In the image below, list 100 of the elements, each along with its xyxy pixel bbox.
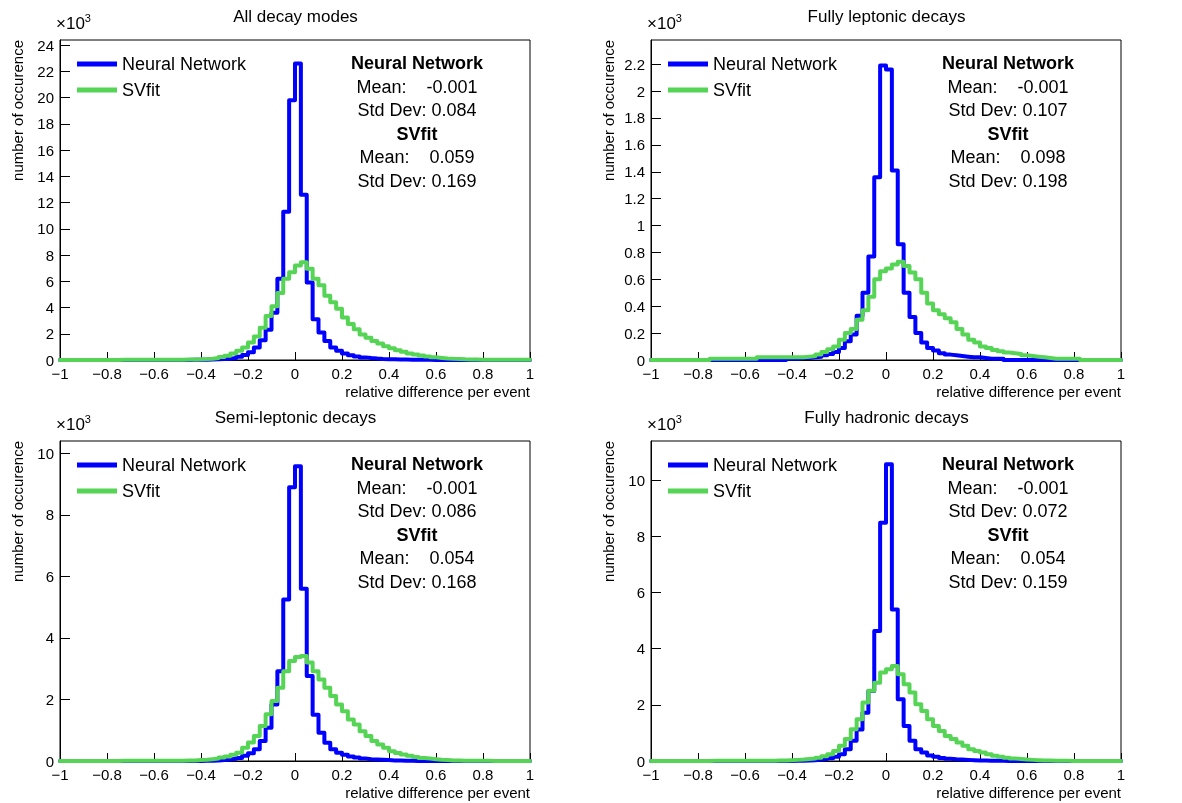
y-tick-label: 6 — [45, 567, 54, 585]
y-tick-label: 0.8 — [624, 243, 645, 261]
x-tick-label: −0.8 — [683, 365, 713, 382]
x-tick-label: −1 — [51, 365, 69, 382]
x-tick-label: 0 — [881, 365, 891, 382]
annotation: Std Dev: 0.159 — [948, 571, 1068, 592]
legend-label: Neural Network — [122, 54, 248, 74]
y-tick-label: 12 — [37, 194, 54, 212]
y-tick-label: 1 — [636, 217, 645, 235]
x-tick-label: 0.2 — [922, 365, 944, 382]
y-tick-label: 14 — [37, 167, 54, 185]
annotation: Std Dev: 0.169 — [357, 170, 477, 191]
x-tick-label: 0 — [881, 766, 891, 783]
x-tick-label: −1 — [51, 766, 69, 783]
annotation: Neural Network — [350, 454, 484, 474]
x-tick-label: 0.8 — [472, 365, 494, 382]
x-tick-label: 1 — [525, 766, 535, 783]
x-axis-title: relative difference per event — [345, 383, 531, 400]
y-tick-label: 1.2 — [624, 190, 645, 208]
x-axis-title: relative difference per event — [936, 784, 1122, 801]
x-tick-label: 0.2 — [331, 766, 353, 783]
x-tick-label: −0.8 — [92, 766, 122, 783]
annotation: Mean: 0.098 — [950, 147, 1066, 167]
chart-title: All decay modes — [233, 7, 358, 26]
x-tick-label: −0.6 — [139, 365, 169, 382]
y-tick-label: 1.8 — [624, 109, 645, 127]
annotation: SVfit — [396, 524, 438, 545]
annotation: Neural Network — [941, 53, 1075, 73]
y-tick-label: 6 — [45, 272, 54, 290]
x-tick-label: 0.2 — [331, 365, 353, 382]
chart-title: Fully leptonic decays — [807, 7, 966, 26]
y-tick-label: 2 — [636, 696, 645, 714]
y-tick-label: 0 — [636, 752, 645, 770]
annotation: Mean: -0.001 — [947, 477, 1069, 498]
x-tick-label: −0.6 — [139, 766, 169, 783]
annotation: Mean: 0.054 — [359, 548, 475, 568]
y-tick-label: 18 — [37, 115, 54, 133]
x-tick-label: −0.6 — [730, 365, 760, 382]
x-tick-label: 1 — [1116, 766, 1126, 783]
y-tick-label: 10 — [37, 220, 54, 238]
annotation: Std Dev: 0.086 — [357, 501, 477, 521]
annotation: Std Dev: 0.084 — [357, 100, 477, 120]
y-tick-label: 2 — [45, 690, 54, 708]
x-tick-label: 0.6 — [1016, 766, 1038, 783]
chart-title: Fully hadronic decays — [804, 408, 969, 427]
x-tick-label: −0.2 — [824, 766, 854, 783]
legend-label: Neural Network — [713, 54, 839, 74]
y-tick-label: 4 — [45, 299, 54, 317]
legend-label: Neural Network — [122, 455, 248, 475]
legend-label: SVfit — [713, 80, 752, 100]
x-tick-label: 0.4 — [378, 766, 400, 783]
annotation: Std Dev: 0.198 — [948, 170, 1068, 191]
y-tick-label: 2.2 — [624, 55, 645, 73]
x-tick-label: 0 — [290, 365, 300, 382]
annotation: Mean: 0.054 — [950, 548, 1066, 568]
y-tick-label: 0.4 — [624, 297, 645, 315]
annotation: SVfit — [396, 123, 438, 144]
y-tick-label: 10 — [628, 471, 645, 489]
y-axis-title: number of occurence — [9, 441, 26, 582]
y-tick-label: 1.6 — [624, 136, 645, 154]
y-tick-label: 6 — [636, 584, 645, 602]
y-tick-label: 10 — [37, 444, 54, 462]
y-tick-label: 0 — [636, 351, 645, 369]
annotation: SVfit — [987, 123, 1029, 144]
x-tick-label: 1 — [1116, 365, 1126, 382]
x-tick-label: −0.8 — [683, 766, 713, 783]
x-tick-label: 0.8 — [1063, 766, 1085, 783]
annotation: Mean: 0.059 — [359, 147, 475, 167]
y-tick-label: 8 — [636, 527, 645, 545]
y-tick-label: 20 — [37, 89, 54, 107]
annotation: Std Dev: 0.168 — [357, 571, 477, 592]
y-tick-label: 22 — [37, 62, 54, 80]
x-tick-label: 1 — [525, 365, 535, 382]
y-tick-label: 2 — [45, 325, 54, 343]
text: ×10$^{3}$ — [56, 413, 91, 435]
y-tick-label: 4 — [636, 640, 645, 658]
annotation: Mean: -0.001 — [947, 76, 1069, 97]
legend-label: SVfit — [122, 481, 161, 501]
y-tick-label: 16 — [37, 141, 54, 159]
x-tick-label: −0.4 — [186, 766, 216, 783]
x-tick-label: −0.8 — [92, 365, 122, 382]
x-tick-label: 0.8 — [1063, 365, 1085, 382]
x-tick-label: −1 — [642, 766, 660, 783]
x-tick-label: 0.4 — [969, 365, 991, 382]
y-tick-label: 2 — [636, 82, 645, 100]
x-tick-label: −0.2 — [233, 766, 263, 783]
legend-label: Neural Network — [713, 455, 839, 475]
annotation: Std Dev: 0.107 — [948, 100, 1068, 120]
y-tick-label: 0 — [45, 752, 54, 770]
x-tick-label: 0.4 — [378, 365, 400, 382]
y-axis-title: number of occurence — [600, 40, 617, 181]
y-tick-label: 4 — [45, 629, 54, 647]
chart-title: Semi-leptonic decays — [214, 408, 377, 427]
x-axis-title: relative difference per event — [345, 784, 531, 801]
x-tick-label: −0.6 — [730, 766, 760, 783]
x-tick-label: 0.4 — [969, 766, 991, 783]
x-tick-label: −0.4 — [186, 365, 216, 382]
y-axis-title: number of occurence — [600, 441, 617, 582]
y-tick-label: 0.2 — [624, 324, 645, 342]
x-tick-label: −1 — [642, 365, 660, 382]
